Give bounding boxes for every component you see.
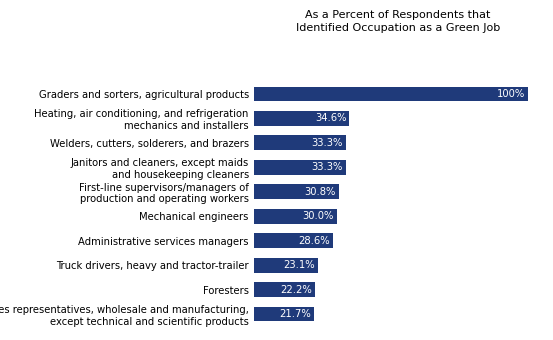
Text: 28.6%: 28.6% <box>298 236 330 246</box>
Bar <box>254 282 315 297</box>
Bar <box>254 258 317 273</box>
Bar <box>254 160 346 175</box>
Bar <box>254 184 339 199</box>
Text: 33.3%: 33.3% <box>311 162 343 172</box>
Bar <box>254 111 349 126</box>
Text: 30.8%: 30.8% <box>305 187 336 197</box>
Bar <box>254 209 337 224</box>
Text: 100%: 100% <box>497 89 525 99</box>
Text: 23.1%: 23.1% <box>283 260 315 270</box>
Text: 22.2%: 22.2% <box>281 285 312 295</box>
Bar <box>254 307 314 321</box>
Bar <box>254 233 333 248</box>
Text: As a Percent of Respondents that
Identified Occupation as a Green Job: As a Percent of Respondents that Identif… <box>296 10 500 33</box>
Text: 21.7%: 21.7% <box>279 309 311 319</box>
Bar <box>254 87 528 101</box>
Text: 34.6%: 34.6% <box>315 113 346 123</box>
Bar <box>254 135 346 150</box>
Text: 30.0%: 30.0% <box>302 211 334 221</box>
Text: 33.3%: 33.3% <box>311 138 343 148</box>
